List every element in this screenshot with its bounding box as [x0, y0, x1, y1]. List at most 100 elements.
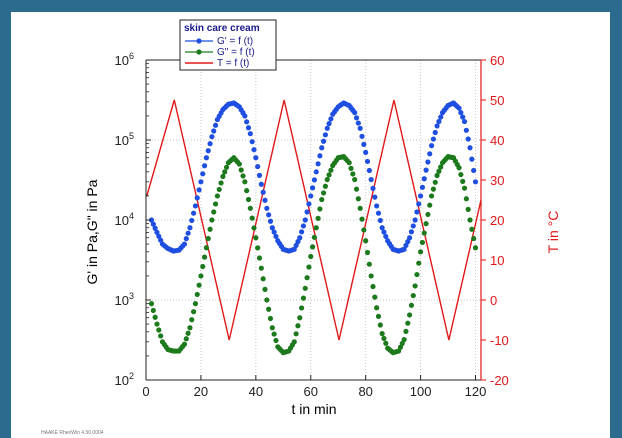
- gdouble-point: [436, 168, 442, 174]
- gprime-point: [256, 172, 263, 179]
- footer-note: HAAKE RheoWin 4.50.0004: [41, 430, 104, 436]
- gprime-point: [417, 193, 424, 199]
- gdouble-point: [434, 172, 440, 179]
- gprime-point: [154, 229, 160, 235]
- gdouble-point: [348, 165, 354, 171]
- gprime-point: [304, 209, 310, 215]
- gdouble-point: [200, 263, 206, 270]
- gdouble-point: [271, 331, 277, 337]
- gdouble-point: [295, 323, 301, 329]
- gprime-point: [302, 217, 308, 223]
- gdouble-point: [430, 186, 437, 192]
- gprime-point: [421, 176, 427, 182]
- legend-gprime-label: G' = f (t): [217, 36, 253, 47]
- gprime-point: [408, 229, 415, 235]
- gprime-point: [405, 239, 411, 245]
- gdouble-point: [244, 188, 250, 194]
- gdouble-point: [198, 273, 204, 279]
- gdouble-point: [302, 285, 308, 291]
- gdouble-point: [465, 206, 471, 212]
- gprime-point: [471, 167, 477, 174]
- gdouble-point: [222, 169, 228, 175]
- gprime-point: [198, 179, 204, 185]
- gdouble-point: [374, 305, 380, 311]
- gdouble-point: [370, 283, 376, 290]
- gprime-point: [185, 230, 191, 236]
- gprime-point: [255, 163, 261, 170]
- gprime-point: [158, 237, 164, 243]
- gprime-point: [428, 143, 435, 149]
- y-left-tick-label: 102: [115, 371, 134, 388]
- gprime-point: [375, 210, 382, 216]
- gdouble-point: [247, 205, 253, 211]
- gprime-point: [419, 184, 426, 190]
- gdouble-point: [311, 234, 318, 240]
- gdouble-point: [368, 273, 374, 279]
- gdouble-point: [375, 313, 382, 319]
- gdouble-point: [381, 335, 387, 342]
- gdouble-point: [421, 230, 427, 236]
- gdouble-point: [158, 333, 164, 339]
- gdouble-point: [264, 297, 270, 303]
- gdouble-point: [212, 201, 219, 207]
- gdouble-point: [185, 330, 191, 336]
- gdouble-point: [320, 190, 327, 196]
- gdouble-point: [196, 282, 202, 288]
- gprime-point: [359, 133, 365, 139]
- gdouble-point: [346, 160, 352, 166]
- gdouble-point: [438, 164, 444, 170]
- gprime-point: [207, 141, 213, 147]
- gdouble-point: [240, 173, 246, 179]
- gdouble-point: [255, 245, 261, 251]
- y-left-tick-label: 105: [115, 131, 134, 148]
- chart: 0 20 40 60 80 100 120 102 103 104 105 106 -20 -10 0 10 2…: [84, 19, 561, 417]
- gprime-point: [368, 176, 374, 183]
- gdouble-point: [423, 221, 429, 227]
- gdouble-series: [148, 154, 479, 356]
- gprime-point: [456, 105, 462, 111]
- gprime-point: [264, 205, 270, 211]
- gprime-point: [306, 201, 312, 207]
- gdouble-point: [313, 225, 319, 231]
- gprime-point: [355, 120, 361, 126]
- gdouble-point: [372, 294, 378, 300]
- temperature-series: [146, 99, 482, 341]
- grid: [146, 60, 481, 380]
- gprime-point: [461, 118, 468, 125]
- gdouble-point: [269, 325, 275, 331]
- gdouble-point: [366, 261, 372, 267]
- y-left-tick-label: 106: [115, 51, 134, 68]
- gprime-point: [309, 185, 316, 191]
- gprime-point: [381, 229, 387, 235]
- gdouble-point: [209, 217, 215, 223]
- gprime-point: [212, 122, 219, 128]
- x-tick-label: 120: [465, 384, 487, 399]
- gprime-point: [156, 233, 162, 239]
- gprime-point: [403, 242, 409, 249]
- gprime-point: [414, 209, 420, 215]
- gdouble-point: [183, 336, 189, 342]
- y-right-tick-label: 20: [490, 213, 504, 228]
- gprime-point: [463, 127, 469, 133]
- gprime-point: [357, 125, 363, 131]
- gdouble-point: [214, 193, 220, 199]
- gprime-point: [317, 153, 323, 159]
- gprime-point: [244, 119, 250, 125]
- gprime-point: [253, 155, 259, 161]
- gprime-point: [209, 134, 215, 140]
- y-right-tick-label: -20: [490, 373, 509, 388]
- y-right-tick-label: 30: [490, 173, 504, 188]
- x-tick-label: 0: [142, 384, 149, 399]
- gprime-point: [472, 179, 479, 185]
- gprime-point: [192, 203, 199, 209]
- gdouble-point: [205, 235, 211, 242]
- gprime-point: [189, 217, 195, 224]
- gdouble-point: [364, 249, 371, 256]
- y-left-tick-label: 103: [115, 291, 134, 308]
- gprime-point: [183, 236, 189, 242]
- gprime-series: [148, 100, 479, 254]
- gprime-point: [148, 217, 155, 223]
- gdouble-point: [236, 161, 242, 167]
- y-right-tick-label: -10: [490, 333, 509, 348]
- gdouble-point: [293, 331, 299, 337]
